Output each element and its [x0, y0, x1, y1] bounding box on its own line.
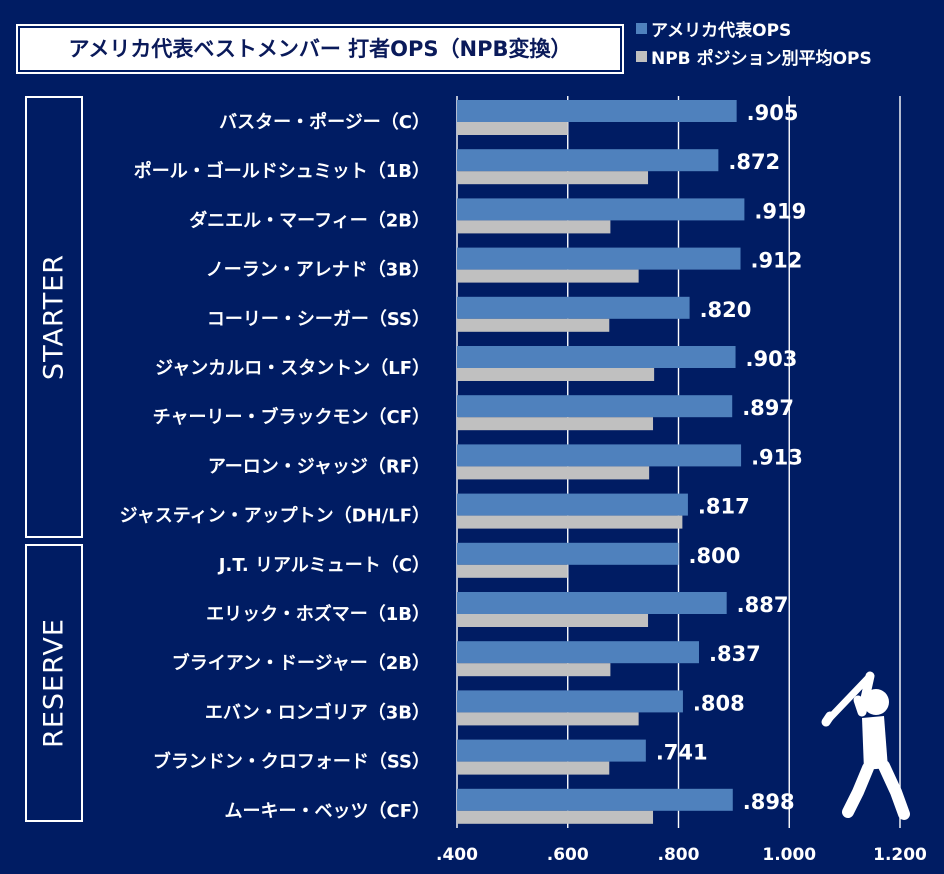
value-label: .919	[754, 199, 806, 223]
bar-usa	[457, 296, 690, 319]
bar-npb	[457, 220, 611, 234]
bar-npb	[457, 564, 568, 578]
value-label: .872	[728, 150, 780, 174]
chart-title: アメリカ代表ベストメンバー 打者OPS（NPB変換）	[18, 26, 622, 72]
bar-usa	[457, 100, 737, 122]
bar-usa	[457, 592, 727, 614]
bar-npb	[457, 515, 683, 529]
bar-npb	[457, 614, 649, 627]
bar-npb	[457, 417, 654, 431]
bar-usa	[457, 346, 736, 368]
value-label: .905	[747, 101, 799, 125]
value-label: .808	[693, 691, 745, 715]
category-label: ノーラン・アレナド（3B）	[206, 260, 430, 281]
bar-usa	[457, 149, 719, 172]
bar-usa	[457, 444, 742, 467]
x-tick-label: 1.200	[873, 845, 927, 865]
bar-npb	[457, 810, 654, 824]
category-label: ダニエル・マーフィー（2B）	[189, 209, 430, 231]
x-tick-label: .400	[436, 845, 478, 865]
group-box-starter: STARTER	[25, 96, 83, 538]
category-label: ジャンカルロ・スタントン（LF）	[155, 358, 430, 379]
legend-label-usa: アメリカ代表OPS	[651, 20, 792, 41]
category-label: コーリー・シーガー（SS）	[207, 309, 430, 330]
value-label: .741	[656, 741, 708, 765]
value-label: .898	[743, 790, 795, 814]
legend-item-usa: アメリカ代表OPS	[636, 14, 872, 42]
bar-npb	[457, 466, 650, 480]
bar-npb	[457, 368, 655, 381]
x-tick-label: 1.000	[762, 845, 816, 865]
bar-usa	[457, 198, 745, 221]
value-label: .817	[698, 495, 750, 519]
bar-npb	[457, 712, 639, 726]
category-label: ブランドン・クロフォード（SS）	[153, 751, 430, 773]
bar-npb	[457, 663, 611, 677]
baseball-batter-icon	[821, 671, 910, 820]
bar-npb	[457, 171, 649, 185]
value-label: .912	[751, 249, 803, 273]
category-label: エリック・ホズマー（1B）	[206, 603, 430, 625]
category-label: チャーリー・ブラックモン（CF）	[153, 406, 430, 428]
x-tick-label: .800	[658, 845, 700, 865]
legend-swatch-npb	[636, 50, 647, 62]
category-label: ジャスティン・アップトン（DH/LF）	[120, 505, 430, 527]
category-label: J.T. リアルミュート（C）	[217, 555, 430, 576]
legend-label-npb: NPB ポジション別平均OPS	[651, 48, 872, 69]
value-label: .800	[689, 544, 741, 568]
category-label: ブライアン・ドージャー（2B）	[172, 652, 430, 674]
bar-usa	[457, 690, 683, 713]
category-label: ポール・ゴールドシュミット（1B）	[134, 160, 430, 182]
category-label: アーロン・ジャッジ（RF）	[208, 456, 430, 477]
bar-usa	[457, 542, 679, 565]
value-label: .903	[746, 347, 798, 371]
value-label: .913	[751, 445, 803, 469]
bar-usa	[457, 788, 733, 811]
bar-usa	[457, 739, 646, 762]
value-label: .887	[737, 593, 789, 617]
category-label: バスター・ポージー（C）	[219, 111, 430, 133]
bar-npb	[457, 269, 639, 283]
category-label: エバン・ロンゴリア（3B）	[205, 701, 430, 723]
bar-usa	[457, 493, 688, 516]
legend-item-npb: NPB ポジション別平均OPS	[636, 42, 872, 70]
group-box-reserve: RESERVE	[25, 544, 83, 822]
bar-usa	[457, 395, 733, 418]
legend-swatch-usa	[636, 22, 647, 34]
bar-usa	[457, 641, 699, 664]
value-label: .837	[709, 642, 761, 666]
bar-npb	[457, 318, 610, 332]
value-label: .820	[700, 298, 752, 322]
x-tick-label: .600	[547, 845, 589, 865]
legend: アメリカ代表OPS NPB ポジション別平均OPS	[636, 14, 872, 70]
bar-npb	[457, 761, 610, 775]
bar-npb	[457, 122, 568, 135]
category-label: ムーキー・ベッツ（CF）	[224, 801, 430, 822]
bar-usa	[457, 247, 741, 270]
value-label: .897	[742, 396, 794, 420]
